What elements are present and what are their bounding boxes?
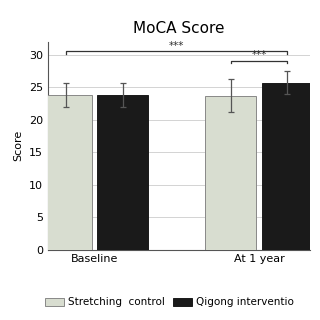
Y-axis label: Score: Score <box>13 130 23 161</box>
Text: ***: *** <box>251 51 267 60</box>
Title: MoCA Score: MoCA Score <box>133 21 225 36</box>
Bar <box>40 95 92 250</box>
Bar <box>261 83 313 250</box>
Legend: Stretching  control, Qigong interventio: Stretching control, Qigong interventio <box>41 293 298 312</box>
Bar <box>97 95 148 250</box>
Bar <box>205 96 256 250</box>
Text: ***: *** <box>169 41 184 51</box>
